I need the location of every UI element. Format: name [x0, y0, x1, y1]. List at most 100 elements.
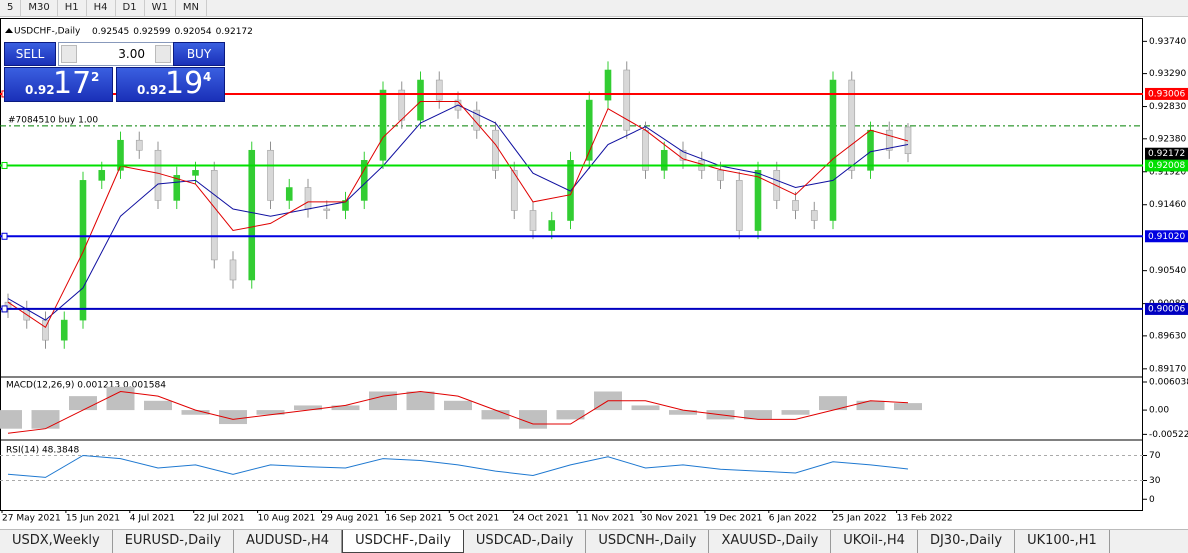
candle-body — [79, 180, 87, 321]
x-tick-label: 6 Jan 2022 — [769, 514, 817, 524]
candle-body — [792, 200, 799, 211]
macd-bar — [0, 410, 22, 429]
lots-up[interactable] — [155, 45, 171, 63]
lots-input[interactable]: 3.00 — [58, 42, 174, 66]
chart-tab[interactable]: UKOil-,H4 — [831, 530, 918, 553]
bid-price[interactable]: 0.92 17 2 — [4, 66, 113, 102]
chart-tab[interactable]: XAUUSD-,Daily — [709, 530, 832, 553]
level-label: 0.93006 — [1148, 89, 1185, 99]
price-label: 0.92172 — [1148, 149, 1185, 159]
lots-down[interactable] — [61, 45, 77, 63]
macd-bar — [256, 410, 285, 415]
candle-body — [717, 170, 724, 181]
macd-bar — [69, 396, 97, 411]
macd-signal — [7, 390, 909, 434]
timeframe-button[interactable]: D1 — [116, 0, 145, 16]
x-tick-label: 13 Feb 2022 — [897, 514, 953, 524]
level-handle — [1, 161, 8, 169]
chart-tab[interactable]: UK100-,H1 — [1015, 530, 1110, 553]
candle-body — [285, 187, 293, 201]
buy-button[interactable]: BUY — [173, 42, 225, 66]
chart-tab[interactable]: AUDUSD-,H4 — [234, 530, 343, 553]
timeframe-button[interactable]: M30 — [21, 0, 58, 16]
ask-sup: 4 — [203, 70, 212, 84]
candle-body — [623, 69, 631, 131]
x-tick-label: 10 Aug 2021 — [258, 514, 316, 524]
chart-header: USDCHF-,Daily — [14, 27, 81, 37]
candle-body — [604, 69, 612, 101]
macd-bar — [819, 396, 847, 411]
bid-big: 0.92 — [25, 83, 55, 97]
macd-bar — [481, 410, 510, 420]
macd-bar — [669, 410, 697, 415]
level-label-bg — [1145, 302, 1188, 315]
level-label: 0.92008 — [1148, 161, 1185, 171]
candle-body — [229, 259, 237, 281]
macd-bar — [331, 405, 360, 411]
candle-body — [492, 129, 499, 171]
macd-bar — [406, 391, 435, 411]
y-tick-label: 0.93740 — [1149, 37, 1186, 47]
level-label: 0.90006 — [1148, 304, 1185, 314]
lots-value: 3.00 — [118, 47, 145, 61]
chart-tab[interactable]: EURUSD-,Daily — [113, 530, 235, 553]
level-label-bg — [1145, 159, 1188, 172]
macd-bar — [519, 410, 547, 429]
x-tick-label: 24 Oct 2021 — [513, 514, 569, 524]
macd-bar — [631, 405, 660, 411]
macd-bar — [31, 410, 60, 429]
ohlc-value: 0.92054 — [174, 27, 211, 37]
timeframe-button[interactable]: 5 — [0, 0, 22, 16]
y-tick-label: 0 — [1149, 495, 1155, 505]
candle-body — [510, 170, 518, 211]
candle-body — [323, 208, 331, 211]
indicator-title: RSI(14) 48.3848 — [6, 446, 79, 456]
macd-bar — [219, 410, 247, 425]
y-tick-label: 0.91920 — [1149, 167, 1186, 177]
macd-bar — [556, 410, 585, 420]
candle-body — [60, 319, 68, 341]
timeframe-button[interactable]: H4 — [87, 0, 116, 16]
timeframe-toolbar: 5 M30 H1 H4 D1 W1 MN — [0, 0, 1188, 17]
sell-button[interactable]: SELL — [4, 42, 56, 66]
header-marker — [5, 28, 13, 33]
timeframe-button[interactable]: H1 — [58, 0, 87, 16]
timeframe-button[interactable]: MN — [176, 0, 207, 16]
candle-body — [342, 200, 349, 211]
chart-tab[interactable]: USDX,Weekly — [0, 530, 113, 553]
chart-tab[interactable]: USDCHF-,Daily — [342, 530, 464, 553]
candle-body — [529, 210, 537, 231]
timeframe-button[interactable]: W1 — [145, 0, 176, 16]
macd-bar — [744, 410, 772, 420]
chart-tab[interactable]: USDCNH-,Daily — [586, 530, 710, 553]
ask-big: 0.92 — [137, 83, 167, 97]
candle-body — [679, 149, 687, 161]
chart-tab[interactable]: USDCAD-,Daily — [464, 530, 587, 553]
candle-body — [585, 99, 593, 161]
macd-bar — [444, 400, 472, 411]
x-tick-label: 29 Aug 2021 — [322, 514, 380, 524]
x-tick-label: 11 Nov 2021 — [577, 514, 635, 524]
x-tick-label: 25 Jan 2022 — [833, 514, 887, 524]
level-handle — [1, 232, 8, 240]
macd-bar — [294, 405, 322, 411]
y-tick-label: 0.91460 — [1149, 200, 1186, 210]
candle-body — [735, 180, 743, 231]
candle-body — [867, 129, 874, 171]
candle-body — [135, 139, 143, 151]
candle-body — [117, 139, 124, 171]
candle-body — [379, 89, 387, 161]
candle-body — [417, 79, 424, 121]
candle-body — [848, 79, 856, 171]
ask-price[interactable]: 0.92 19 4 — [116, 66, 225, 102]
bid-sup: 2 — [91, 70, 100, 84]
y-tick-label: 0.00 — [1149, 406, 1169, 416]
chart-tab[interactable]: DJ30-,Daily — [918, 530, 1016, 553]
level-handle — [1, 305, 8, 313]
candle-body — [642, 129, 649, 171]
ohlc-value: 0.92545 — [92, 27, 129, 37]
ohlc-value: 0.92172 — [216, 27, 253, 37]
macd-bar — [144, 400, 172, 411]
x-tick-label: 19 Dec 2021 — [705, 514, 763, 524]
